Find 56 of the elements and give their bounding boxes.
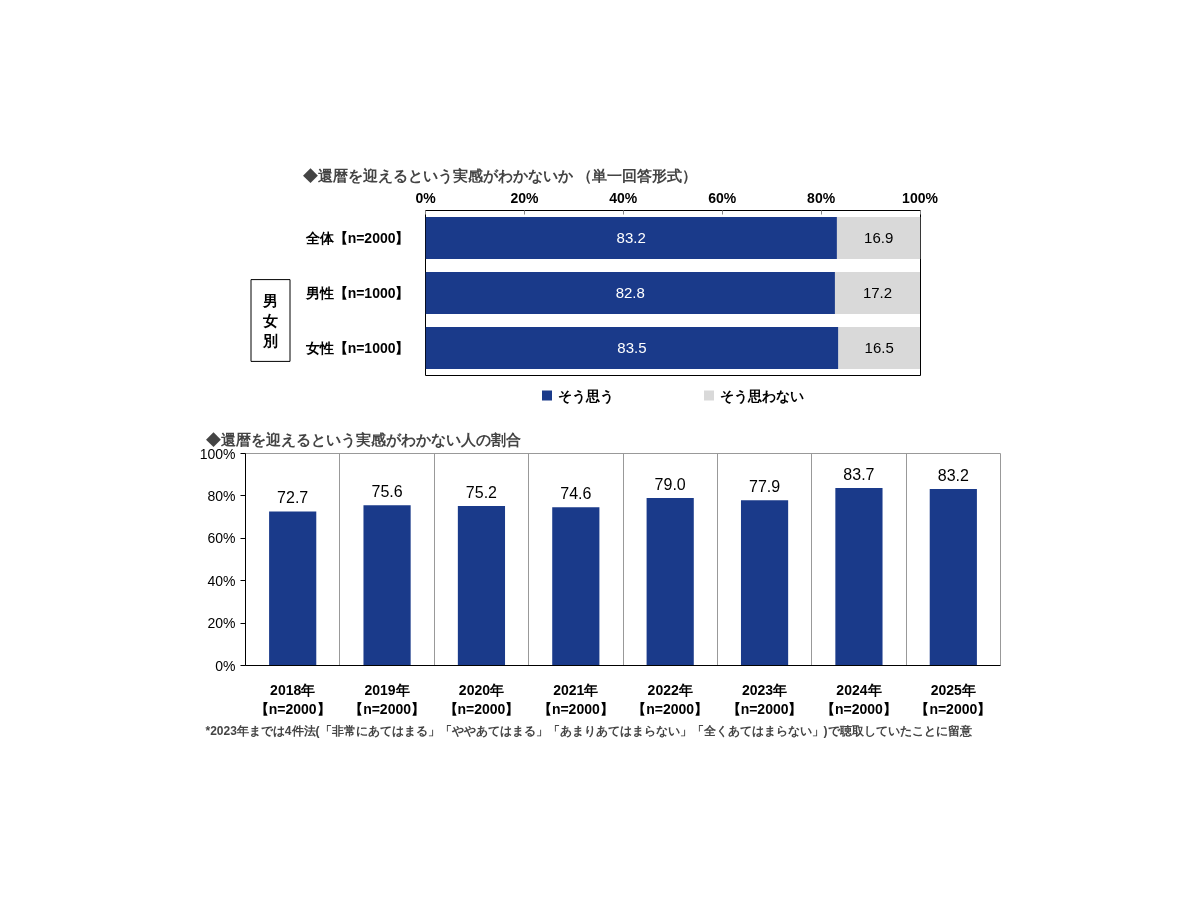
x-tick-label: 80% bbox=[807, 189, 836, 206]
chart-title: ◆還暦を迎えるという実感がわかないか （単一回答形式） bbox=[302, 166, 697, 185]
bar bbox=[834, 272, 921, 314]
bar bbox=[457, 506, 506, 666]
data-label: 82.8 bbox=[615, 284, 645, 301]
text: 男女別 bbox=[262, 291, 278, 350]
x-tick-label: 2022年【n=2000】 bbox=[632, 681, 709, 717]
x-tick-label: 2018年【n=2000】 bbox=[254, 681, 331, 717]
bar bbox=[552, 507, 600, 666]
bar bbox=[646, 498, 694, 666]
data-label: 83.2 bbox=[616, 229, 646, 246]
data-label: 77.9 bbox=[748, 478, 781, 496]
text: *2023年までは4件法(「非常にあてはまる」「ややあてはまる」「あまりあてはまらない」「全くあてはまらない」)で聴取していたことに留意 bbox=[205, 723, 973, 738]
x-tick-label: 20% bbox=[510, 189, 539, 206]
bar bbox=[836, 217, 921, 259]
data-label: 75.2 bbox=[465, 484, 498, 502]
x-tick-label: 2021年【n=2000】 bbox=[537, 681, 614, 717]
x-tick-label: 40% bbox=[609, 189, 638, 206]
bar bbox=[835, 488, 883, 666]
y-tick-label: 男性【n=1000】 bbox=[304, 285, 410, 301]
bar bbox=[425, 217, 837, 259]
data-label: 16.9 bbox=[864, 229, 894, 246]
bar bbox=[425, 327, 839, 369]
bar bbox=[363, 505, 411, 666]
y-tick-label: 20% bbox=[207, 615, 236, 632]
data-label: 17.2 bbox=[862, 284, 893, 301]
x-tick-label: 2023年【n=2000】 bbox=[726, 681, 803, 717]
data-label: 83.5 bbox=[617, 339, 647, 356]
data-label: 83.7 bbox=[843, 466, 875, 484]
legend-label: そう思わない bbox=[720, 387, 804, 405]
data-label: 79.0 bbox=[654, 476, 686, 494]
data-label: 72.7 bbox=[277, 489, 309, 507]
x-tick-label: 0% bbox=[415, 189, 437, 206]
y-tick-label: 40% bbox=[207, 572, 236, 589]
x-tick-label: 2024年【n=2000】 bbox=[821, 681, 897, 717]
bar bbox=[740, 500, 789, 666]
y-tick-label: 0% bbox=[215, 657, 236, 674]
data-label: 74.6 bbox=[560, 485, 592, 503]
x-tick-label: 2019年【n=2000】 bbox=[349, 681, 425, 717]
y-tick-label: 60% bbox=[207, 530, 236, 547]
bar bbox=[425, 272, 835, 314]
x-tick-label: 100% bbox=[902, 189, 939, 206]
bar bbox=[838, 327, 921, 369]
data-label: 16.5 bbox=[864, 339, 894, 356]
x-tick-label: 2020年【n=2000】 bbox=[443, 681, 520, 717]
y-tick-label: 80% bbox=[207, 487, 236, 504]
bar bbox=[929, 489, 977, 666]
x-tick-label: 2025年【n=2000】 bbox=[915, 681, 992, 717]
x-tick-label: 60% bbox=[708, 189, 737, 206]
data-label: 75.6 bbox=[371, 483, 403, 501]
legend-label: そう思う bbox=[558, 387, 614, 405]
data-label: 83.2 bbox=[937, 467, 969, 485]
y-tick-label: 全体【n=2000】 bbox=[304, 230, 410, 246]
chart-title: ◆還暦を迎えるという実感がわかない人の割合 bbox=[205, 430, 521, 449]
bar bbox=[269, 511, 317, 666]
y-tick-label: 女性【n=1000】 bbox=[304, 340, 410, 356]
